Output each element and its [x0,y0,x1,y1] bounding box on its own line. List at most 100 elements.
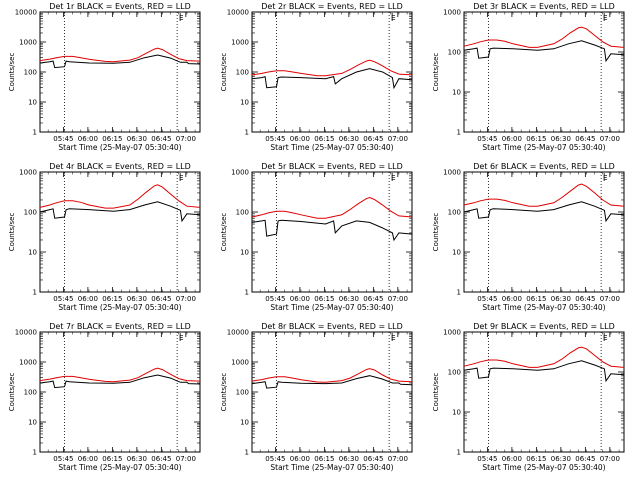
y-tick-label: 1000 [19,39,37,47]
x-tick-label: 06:00 [78,295,98,303]
x-tick-label: 06:00 [502,135,522,143]
x-tick-label: 06:00 [290,135,310,143]
x-tick-label: 06:45 [151,295,171,303]
y-tick-label: 1 [457,129,461,137]
events-series-line [39,201,201,223]
plot-frame [251,331,413,453]
panel-det-6: Det 6r BLACK = Events, RED = LLD 1 10 100 10… [432,162,625,312]
x-tick-label: 05:45 [265,455,285,463]
lld-series-line [251,59,413,77]
x-tick-label: 07:00 [176,455,196,463]
x-axis-label: Start Time (25-May-07 05:30:40) [270,303,393,312]
y-tick-label: 10 [28,99,37,107]
x-axis-label: Start Time (25-May-07 05:30:40) [482,143,605,152]
corner-marker-label: E [603,14,607,22]
x-tick-label: 06:30 [339,455,359,463]
corner-marker-label: E [391,174,395,182]
panel-title: Det 2r BLACK = Events, RED = LLD [261,2,403,11]
x-tick-label: 06:30 [551,455,571,463]
lld-series-line [463,183,625,207]
y-tick-label: 1000 [443,9,461,17]
corner-marker-label: E [179,174,183,182]
x-tick-label: 06:00 [502,295,522,303]
y-tick-label: 10 [240,249,249,257]
y-tick-label: 1 [457,449,461,457]
events-series-line [463,201,625,223]
x-axis-label: Start Time (25-May-07 05:30:40) [270,143,393,152]
panel-title: Det 3r BLACK = Events, RED = LLD [473,2,615,11]
x-tick-label: 05:45 [53,295,73,303]
y-tick-label: 1 [33,129,37,137]
y-tick-label: 100 [24,209,37,217]
panel-det-4: Det 4r BLACK = Events, RED = LLD 1 10 100 10… [8,162,201,312]
y-tick-label: 1000 [19,169,37,177]
lld-series-line [39,184,201,209]
x-tick-label: 05:45 [265,135,285,143]
x-tick-label: 06:45 [575,135,595,143]
x-tick-label: 05:45 [53,455,73,463]
x-tick-label: 06:45 [575,455,595,463]
y-tick-label: 1000 [443,169,461,177]
x-tick-label: 05:45 [53,135,73,143]
lld-series-line [463,26,625,48]
y-tick-label: 10 [452,249,461,257]
x-tick-label: 06:00 [502,455,522,463]
panel-title: Det 6r BLACK = Events, RED = LLD [473,162,615,171]
lld-series-line [39,367,201,383]
x-tick-label: 06:30 [127,295,147,303]
panel-det-8: Det 8r BLACK = Events, RED = LLD 1 10 100 10… [220,322,413,472]
y-tick-label: 10 [240,419,249,427]
x-axis-label: Start Time (25-May-07 05:30:40) [482,463,605,472]
x-tick-label: 06:45 [151,135,171,143]
y-tick-label: 1 [33,289,37,297]
x-tick-label: 06:15 [314,455,334,463]
panel-title: Det 5r BLACK = Events, RED = LLD [261,162,403,171]
x-tick-label: 06:15 [526,455,546,463]
plot-frame [251,11,413,133]
y-tick-label: 1 [457,289,461,297]
y-axis-label: Counts/sec [8,373,16,412]
lld-series-line [251,196,413,219]
y-tick-label: 10 [240,99,249,107]
panel-det-3: Det 3r BLACK = Events, RED = LLD 1 10 100 10… [432,2,625,152]
x-tick-label: 07:00 [388,135,408,143]
x-tick-label: 06:15 [314,295,334,303]
x-tick-label: 06:00 [78,455,98,463]
x-tick-label: 05:45 [477,455,497,463]
y-tick-label: 1 [245,129,249,137]
x-tick-label: 06:45 [151,455,171,463]
x-tick-label: 06:00 [290,455,310,463]
y-tick-label: 1 [245,449,249,457]
corner-marker-label: E [603,174,607,182]
events-series-line [463,40,625,63]
x-tick-label: 05:45 [477,295,497,303]
y-tick-label: 100 [448,209,461,217]
x-tick-label: 06:30 [551,295,571,303]
x-tick-label: 06:30 [127,135,147,143]
x-tick-label: 06:15 [526,295,546,303]
plot-frame [39,331,201,453]
plot-frame [463,11,625,133]
panel-det-2: Det 2r BLACK = Events, RED = LLD 1 10 100 10… [220,2,413,152]
y-tick-label: 10 [452,409,461,417]
lld-series-line [463,346,625,368]
x-tick-label: 06:15 [314,135,334,143]
panel-title: Det 7r BLACK = Events, RED = LLD [49,322,191,331]
x-tick-label: 06:15 [526,135,546,143]
y-tick-label: 1000 [443,329,461,337]
x-tick-label: 06:00 [290,295,310,303]
y-tick-label: 100 [448,369,461,377]
lld-series-line [251,368,413,383]
events-series-line [251,219,413,242]
y-tick-label: 10000 [227,329,249,337]
panel-det-7: Det 7r BLACK = Events, RED = LLD 1 10 100 10… [8,322,201,472]
x-tick-label: 06:00 [78,135,98,143]
x-tick-label: 05:45 [265,295,285,303]
events-series-line [39,54,201,69]
events-series-line [39,374,201,389]
x-tick-label: 07:00 [600,295,620,303]
panel-det-5: Det 5r BLACK = Events, RED = LLD 1 10 100 10… [220,162,413,312]
corner-marker-label: E [179,334,183,342]
x-tick-label: 06:30 [551,135,571,143]
